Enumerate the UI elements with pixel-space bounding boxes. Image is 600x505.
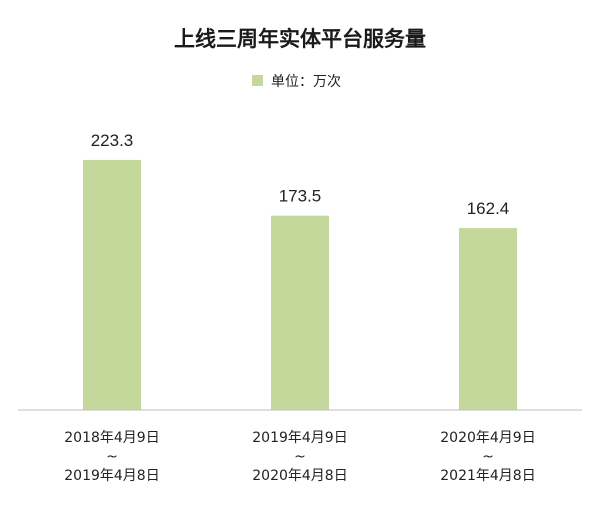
bar-1 (83, 159, 141, 410)
bar-3 (459, 228, 517, 410)
legend-label: 单位：万次 (271, 74, 341, 90)
value-labels: 223.3 173.5 162.4 (91, 131, 510, 218)
category-label-3-line-3: 2021年4月8日 (440, 468, 535, 484)
category-label-1-line-1: 2018年4月9日 (64, 430, 159, 446)
value-label-1: 223.3 (91, 131, 134, 150)
category-label-1-line-2: ~ (106, 449, 118, 465)
category-labels: 2018年4月9日 ~2019年4月8日 2019年4月9日 ~2020年4月8日 20… (64, 430, 535, 484)
category-label-2-line-1: 2019年4月9日 (252, 430, 347, 446)
category-label-3-line-2: ~ (482, 449, 494, 465)
legend: 单位：万次 (252, 74, 341, 90)
chart-title: 上线三周年实体平台服务量 (174, 27, 426, 51)
value-label-2: 173.5 (279, 187, 322, 206)
bar-2 (271, 215, 329, 410)
bars (83, 159, 517, 410)
category-label-2-line-2: ~ (294, 449, 306, 465)
category-label-1-line-3: 2019年4月8日 (64, 468, 159, 484)
category-label-2-line-3: 2020年4月8日 (252, 468, 347, 484)
legend-swatch (252, 75, 263, 86)
category-label-3-line-1: 2020年4月9日 (440, 430, 535, 446)
value-label-3: 162.4 (467, 199, 510, 218)
